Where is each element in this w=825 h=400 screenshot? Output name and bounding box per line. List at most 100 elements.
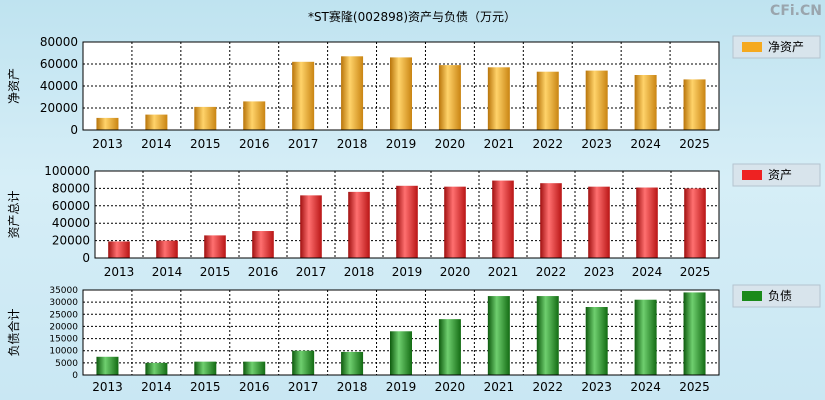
x-tick-label: 2017 — [296, 265, 327, 279]
bar — [683, 292, 706, 375]
x-tick-label: 2022 — [532, 137, 563, 151]
legend-swatch — [742, 170, 762, 180]
bar — [396, 185, 418, 258]
bar — [108, 241, 130, 258]
y-tick-label: 0 — [82, 251, 90, 265]
y-tick-label: 15000 — [49, 335, 78, 345]
legend-label: 净资产 — [768, 40, 804, 54]
x-tick-label: 2016 — [248, 265, 279, 279]
y-axis-label: 资产总计 — [7, 190, 21, 238]
bar — [96, 356, 119, 375]
bar — [636, 187, 658, 258]
bar — [96, 117, 119, 130]
bar — [634, 299, 657, 375]
x-tick-label: 2024 — [630, 380, 661, 394]
x-tick-label: 2022 — [536, 265, 567, 279]
chart-panel-3: 0 5000 10000 15000 20000 25000 30000 35000 2013 2… — [6, 284, 821, 394]
x-tick-label: 2017 — [288, 137, 319, 151]
y-tick-label: 40000 — [40, 79, 78, 93]
x-tick-label: 2018 — [344, 265, 375, 279]
x-tick-label: 2014 — [152, 265, 183, 279]
plot-frame — [82, 289, 720, 376]
x-tick-label: 2013 — [104, 265, 135, 279]
bar — [243, 361, 266, 375]
x-tick-label: 2023 — [581, 380, 612, 394]
x-tick-label: 2021 — [484, 380, 515, 394]
x-tick-label: 2015 — [190, 137, 221, 151]
legend-swatch — [742, 42, 762, 52]
bar — [156, 240, 178, 258]
y-axis-label: 净资产 — [7, 68, 21, 104]
legend-swatch — [742, 291, 762, 301]
x-tick-label: 2024 — [630, 137, 661, 151]
legend: 净资产 — [732, 35, 821, 59]
bar — [145, 114, 168, 130]
bar — [634, 75, 657, 130]
bar — [252, 231, 274, 258]
x-tick-label: 2017 — [288, 380, 319, 394]
y-tick-label: 5000 — [55, 359, 78, 369]
x-tick-label: 2025 — [679, 137, 710, 151]
y-tick-label: 20000 — [40, 101, 78, 115]
x-tick-label: 2022 — [532, 380, 563, 394]
x-tick-label: 2023 — [581, 137, 612, 151]
bar — [145, 362, 168, 375]
y-tick-label: 80000 — [52, 181, 90, 195]
x-tick-label: 2020 — [435, 380, 466, 394]
x-tick-label: 2023 — [584, 265, 615, 279]
bar — [341, 56, 364, 130]
y-tick-label: 80000 — [40, 35, 78, 49]
bar — [348, 191, 370, 258]
bar — [300, 195, 322, 258]
x-tick-label: 2020 — [440, 265, 471, 279]
y-tick-label: 35000 — [49, 286, 78, 296]
x-tick-label: 2013 — [92, 137, 123, 151]
y-tick-label: 0 — [72, 371, 78, 381]
bar — [536, 71, 559, 130]
bar — [536, 296, 559, 375]
legend-label: 负债 — [768, 289, 792, 303]
bar — [444, 186, 466, 258]
bar — [438, 319, 461, 375]
x-tick-label: 2015 — [200, 265, 231, 279]
x-tick-label: 2019 — [386, 380, 417, 394]
x-tick-label: 2025 — [680, 265, 711, 279]
legend-label: 资产 — [768, 168, 792, 182]
y-tick-label: 30000 — [49, 298, 78, 308]
x-tick-label: 2021 — [484, 137, 515, 151]
legend-box — [732, 35, 821, 59]
x-tick-label: 2019 — [386, 137, 417, 151]
y-tick-label: 10000 — [49, 347, 78, 357]
y-tick-label: 60000 — [52, 199, 90, 213]
bar — [341, 351, 364, 375]
legend: 资产 — [732, 163, 821, 187]
bar — [487, 296, 510, 375]
x-tick-label: 2016 — [239, 137, 270, 151]
bar — [492, 180, 514, 258]
x-tick-label: 2015 — [190, 380, 221, 394]
x-tick-label: 2024 — [632, 265, 663, 279]
y-tick-label: 0 — [70, 123, 78, 137]
x-tick-label: 2014 — [141, 380, 172, 394]
y-tick-label: 100000 — [44, 164, 90, 178]
x-tick-label: 2016 — [239, 380, 270, 394]
legend-box — [732, 163, 821, 187]
bar — [438, 65, 461, 130]
x-tick-label: 2018 — [337, 380, 368, 394]
x-tick-label: 2025 — [679, 380, 710, 394]
x-tick-label: 2013 — [92, 380, 123, 394]
chart-panel-2: 0 20000 40000 60000 80000 100000 2013 2014 2015 2… — [7, 163, 821, 279]
x-tick-label: 2018 — [337, 137, 368, 151]
y-tick-label: 40000 — [52, 216, 90, 230]
x-tick-label: 2019 — [392, 265, 423, 279]
legend-box — [732, 284, 821, 308]
bar — [487, 67, 510, 130]
bar — [585, 307, 608, 375]
bar — [683, 79, 706, 130]
bar — [292, 350, 315, 375]
bar — [292, 61, 315, 130]
x-tick-label: 2020 — [435, 137, 466, 151]
bar — [390, 331, 412, 375]
chart-title: *ST赛隆(002898)资产与负债（万元） — [308, 9, 516, 24]
x-tick-label: 2014 — [141, 137, 172, 151]
